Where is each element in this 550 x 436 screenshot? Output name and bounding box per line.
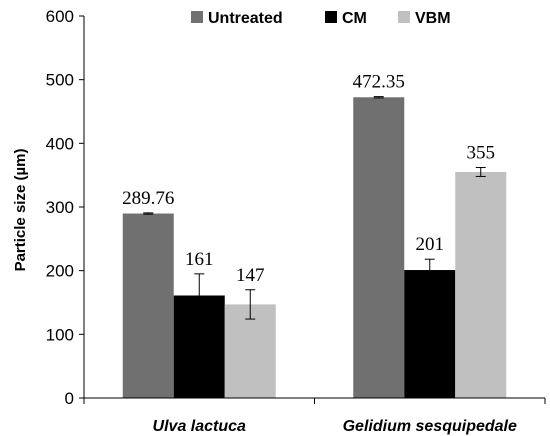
x-category-label: Gelidium sesquipedale [343, 418, 517, 435]
legend-swatch [398, 11, 410, 23]
y-tick-label: 200 [46, 262, 74, 281]
y-tick-label: 400 [46, 134, 74, 153]
bar [122, 213, 174, 398]
axes-group: 0 100 200 300 400 500 600 Ulva lactuca Gelidium … [46, 7, 546, 435]
data-label: 472.35 [353, 72, 405, 93]
legend-swatch [325, 11, 337, 23]
y-tick-label: 0 [65, 389, 74, 408]
data-label: 161 [185, 249, 214, 270]
legend: Untreated CM VBM [191, 10, 451, 27]
bars-group: 289.76 161 147 472.35 201 355 [122, 72, 507, 398]
data-label: 147 [236, 265, 265, 286]
y-tick-label: 300 [46, 198, 74, 217]
legend-label: Untreated [208, 10, 283, 27]
y-tick-label: 100 [46, 325, 74, 344]
bar [455, 171, 507, 398]
legend-swatch [191, 11, 203, 23]
x-category-label: Ulva lactuca [153, 418, 246, 435]
bar [224, 304, 276, 398]
data-label: 201 [416, 234, 445, 255]
legend-label: VBM [415, 10, 451, 27]
y-tick-label: 500 [46, 71, 74, 90]
data-label: 289.76 [122, 188, 174, 209]
legend-label: CM [342, 10, 367, 27]
data-label: 355 [467, 143, 496, 164]
bar [404, 270, 456, 398]
bar [353, 97, 405, 398]
y-tick-label: 600 [46, 7, 74, 26]
y-axis-title: Particle size (µm) [12, 149, 29, 272]
